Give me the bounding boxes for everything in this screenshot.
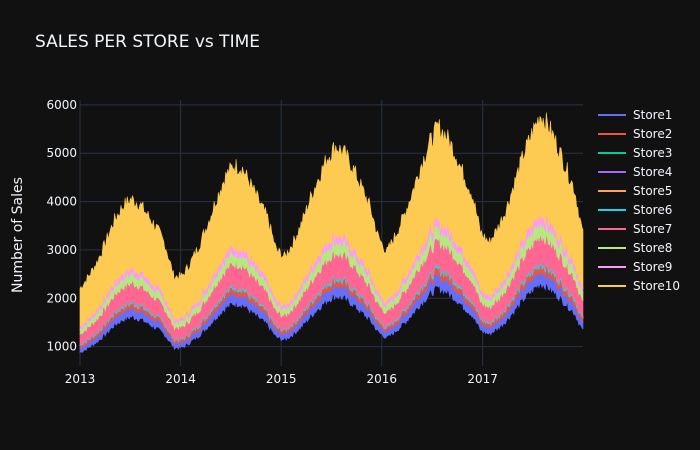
legend-label: Store1 xyxy=(633,108,672,122)
legend-item-store10[interactable]: Store10 xyxy=(598,279,680,293)
axis-layer: 1000 2000 3000 4000 5000 6000 2013 2014 2015 2016… xyxy=(46,98,497,386)
legend-label: Store5 xyxy=(633,184,672,198)
y-tick-label: 2000 xyxy=(46,291,77,305)
legend-item-store3[interactable]: Store3 xyxy=(598,146,672,160)
y-tick-label: 4000 xyxy=(46,195,77,209)
legend-label: Store6 xyxy=(633,203,672,217)
series-area-store10 xyxy=(79,112,584,327)
legend-item-store6[interactable]: Store6 xyxy=(598,203,672,217)
legend-item-store7[interactable]: Store7 xyxy=(598,222,672,236)
x-tick-label: 2014 xyxy=(165,372,196,386)
chart-title: SALES PER STORE vs TIME xyxy=(35,32,260,52)
x-tick-label: 2017 xyxy=(467,372,498,386)
x-tick-label: 2015 xyxy=(266,372,297,386)
y-tick-label: 3000 xyxy=(46,243,77,257)
legend-item-store4[interactable]: Store4 xyxy=(598,165,672,179)
legend-item-store1[interactable]: Store1 xyxy=(598,108,672,122)
legend-item-store9[interactable]: Store9 xyxy=(598,260,672,274)
legend-label: Store2 xyxy=(633,127,672,141)
legend-item-store8[interactable]: Store8 xyxy=(598,241,672,255)
legend[interactable]: Store1 Store2 Store3 Store4 Store5 Store6 Stor… xyxy=(598,108,680,293)
legend-item-store5[interactable]: Store5 xyxy=(598,184,672,198)
y-tick-label: 5000 xyxy=(46,146,77,160)
legend-label: Store9 xyxy=(633,260,672,274)
legend-label: Store7 xyxy=(633,222,672,236)
y-tick-label: 1000 xyxy=(46,340,77,354)
y-tick-label: 6000 xyxy=(46,98,77,112)
legend-label: Store10 xyxy=(633,279,680,293)
legend-item-store2[interactable]: Store2 xyxy=(598,127,672,141)
legend-label: Store4 xyxy=(633,165,672,179)
series-layer xyxy=(79,112,584,354)
legend-label: Store8 xyxy=(633,241,672,255)
legend-label: Store3 xyxy=(633,146,672,160)
x-tick-label: 2016 xyxy=(367,372,398,386)
x-tick-label: 2013 xyxy=(65,372,96,386)
